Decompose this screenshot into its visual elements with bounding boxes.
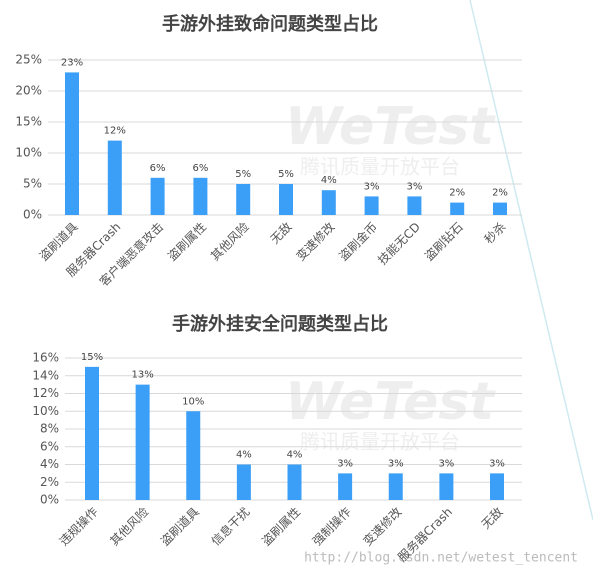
watermark: 腾讯质量开放平台 <box>300 430 460 454</box>
bar <box>107 140 122 215</box>
value-label: 2% <box>492 188 508 199</box>
bar <box>135 384 150 500</box>
value-label: 6% <box>192 163 208 174</box>
value-label: 3% <box>364 181 380 192</box>
x-tick-label: 盗刷金币 <box>336 219 381 264</box>
value-label: 13% <box>132 370 154 381</box>
x-tick-label: 盗刷道具 <box>36 219 81 264</box>
y-tick-label: 5% <box>23 177 42 191</box>
y-tick-label: 10% <box>15 146 42 160</box>
bar <box>287 464 302 500</box>
x-tick-label: 盗刷属性 <box>164 219 209 264</box>
value-label: 6% <box>150 163 166 174</box>
value-label: 4% <box>236 450 252 461</box>
value-label: 3% <box>438 458 454 469</box>
bar <box>388 473 403 500</box>
bar <box>407 196 422 215</box>
y-tick-label: 4% <box>40 457 59 471</box>
bar <box>186 411 201 500</box>
value-label: 12% <box>104 126 126 137</box>
x-tick-label: 其他风险 <box>207 219 252 264</box>
value-label: 3% <box>406 181 422 192</box>
x-tick-label: 无敌 <box>478 504 506 532</box>
value-label: 15% <box>81 352 103 363</box>
y-tick-label: 6% <box>40 439 59 453</box>
bar <box>279 184 293 215</box>
x-tick-label: 盗刷道具 <box>157 504 202 549</box>
value-label: 4% <box>321 175 337 186</box>
bar <box>364 196 379 215</box>
url-watermark: http://blog.csdn.net/wetest_tencent <box>304 551 578 566</box>
y-tick-label: 16% <box>32 351 59 365</box>
y-tick-label: 0% <box>40 493 59 507</box>
bar <box>439 473 454 500</box>
bar <box>85 366 99 500</box>
x-tick-label: 变速修改 <box>360 504 405 549</box>
value-label: 3% <box>388 458 404 469</box>
bar <box>193 177 208 215</box>
x-tick-label: 其他风险 <box>107 504 152 549</box>
bar <box>236 464 251 500</box>
bar <box>236 184 251 215</box>
y-tick-label: 10% <box>32 404 59 418</box>
bar <box>150 177 165 215</box>
watermark: WeTest <box>285 97 496 157</box>
x-tick-label: 违规操作 <box>56 504 101 549</box>
x-tick-label: 无敌 <box>267 219 295 247</box>
watermark: 腾讯质量开放平台 <box>300 155 460 179</box>
y-tick-label: 8% <box>40 422 59 436</box>
y-tick-label: 15% <box>15 115 42 129</box>
x-tick-label: 变速修改 <box>293 219 338 264</box>
value-label: 23% <box>61 57 83 68</box>
chart-title: 手游外挂安全问题类型占比 <box>172 313 388 335</box>
y-tick-label: 20% <box>15 84 42 98</box>
value-label: 3% <box>337 458 353 469</box>
bar <box>450 202 465 215</box>
bar <box>490 473 504 500</box>
y-tick-label: 25% <box>15 53 42 67</box>
y-tick-label: 2% <box>40 475 59 489</box>
value-label: 2% <box>449 188 465 199</box>
x-tick-label: 盗刷钻石 <box>421 219 466 264</box>
bar <box>338 473 353 500</box>
chart-title: 手游外挂致命问题类型占比 <box>162 13 378 35</box>
value-label: 3% <box>489 458 505 469</box>
y-tick-label: 12% <box>32 386 59 400</box>
decor-line <box>469 0 593 521</box>
x-tick-label: 强制操作 <box>309 504 354 549</box>
value-label: 5% <box>278 169 294 180</box>
x-tick-label: 盗刷属性 <box>259 504 304 549</box>
y-tick-label: 0% <box>23 208 42 222</box>
value-label: 4% <box>287 450 303 461</box>
x-tick-label: 秒杀 <box>481 219 509 247</box>
value-label: 10% <box>182 396 204 407</box>
value-label: 5% <box>235 169 251 180</box>
bar <box>65 72 79 216</box>
x-tick-label: 技能无CD <box>375 220 423 268</box>
bar <box>321 190 336 215</box>
watermark: WeTest <box>285 372 496 432</box>
bar <box>493 202 507 215</box>
x-tick-label: 信息干扰 <box>208 504 253 549</box>
y-tick-label: 14% <box>32 368 59 382</box>
